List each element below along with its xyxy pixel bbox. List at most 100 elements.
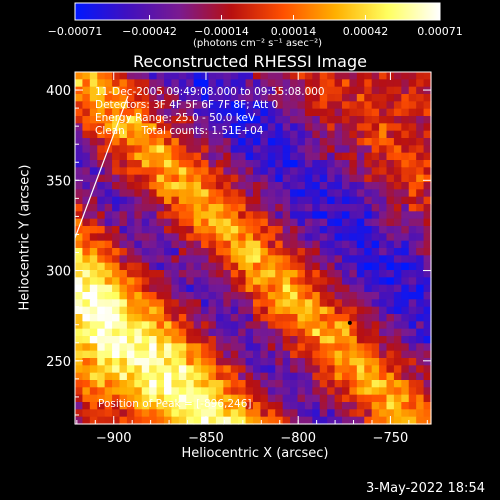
heatmap-cell [401, 218, 410, 227]
heatmap-cell [245, 416, 254, 425]
heatmap-cell [230, 248, 239, 256]
heatmap-cell [379, 343, 388, 352]
heatmap-cell [253, 101, 262, 110]
heatmap-cell [364, 211, 373, 220]
heatmap-cell [371, 116, 380, 124]
heatmap-cell [423, 86, 432, 95]
heatmap-cell [342, 314, 351, 322]
heatmap-cell [178, 387, 187, 396]
heatmap-cell [141, 292, 150, 300]
heatmap-cell [319, 174, 328, 183]
y-tick-label: 350 [46, 174, 71, 189]
heatmap-cell [290, 284, 299, 293]
heatmap-cell [193, 211, 202, 220]
heatmap-cell [342, 218, 351, 227]
heatmap-cell [104, 226, 113, 234]
heatmap-cell [208, 94, 217, 102]
heatmap-cell [416, 138, 425, 146]
heatmap-cell [282, 160, 291, 168]
heatmap-cell [334, 138, 343, 146]
heatmap-cell [267, 130, 276, 139]
heatmap-cell [230, 211, 239, 220]
heatmap-cell [327, 365, 336, 374]
heatmap-cell [393, 343, 402, 352]
heatmap-cell [215, 233, 224, 242]
heatmap-cell [119, 255, 128, 264]
heatmap-cell [112, 72, 121, 80]
heatmap-cell [134, 86, 143, 95]
heatmap-cell [408, 343, 417, 352]
heatmap-cell [119, 79, 128, 88]
heatmap-cell [215, 372, 224, 381]
heatmap-cell [349, 108, 358, 117]
heatmap-cell [342, 233, 351, 242]
heatmap-cell [282, 123, 291, 132]
heatmap-cell [126, 358, 135, 366]
heatmap-cell [215, 130, 224, 139]
heatmap-cell [356, 240, 365, 249]
heatmap-cell [186, 314, 195, 322]
heatmap-cell [267, 306, 276, 315]
heatmap-cell [297, 343, 306, 352]
heatmap-cell [393, 328, 402, 337]
heatmap-cell [126, 218, 135, 227]
heatmap-cell [267, 387, 276, 396]
heatmap-cell [267, 218, 276, 227]
heatmap-cell [371, 380, 380, 388]
heatmap-cell [97, 336, 106, 344]
heatmap-cell [379, 108, 388, 117]
heatmap-cell [401, 387, 410, 396]
heatmap-cell [319, 350, 328, 359]
heatmap-cell [319, 277, 328, 286]
heatmap-cell [149, 350, 158, 359]
heatmap-cell [386, 394, 395, 403]
heatmap-cell [297, 196, 306, 205]
heatmap-cell [393, 101, 402, 110]
heatmap-cell [156, 101, 165, 110]
heatmap-cell [141, 270, 150, 278]
heatmap-cell [193, 196, 202, 205]
heatmap-cell [89, 167, 98, 176]
heatmap-cell [215, 226, 224, 234]
y-axis-label: Heliocentric Y (arcsec) [17, 164, 33, 311]
heatmap-cell [371, 336, 380, 344]
heatmap-cell [304, 72, 313, 80]
heatmap-cell [230, 138, 239, 146]
chart-title: Reconstructed RHESSI Image [133, 52, 367, 71]
heatmap-cell [208, 182, 217, 190]
heatmap-cell [393, 358, 402, 366]
heatmap-cell [141, 394, 150, 403]
heatmap-cell [304, 233, 313, 242]
heatmap-cell [104, 394, 113, 403]
heatmap-cell [253, 328, 262, 337]
heatmap-cell [245, 226, 254, 234]
heatmap-cell [371, 270, 380, 278]
heatmap-cell [282, 299, 291, 308]
heatmap-cell [379, 402, 388, 410]
heatmap-cell [104, 138, 113, 146]
heatmap-cell [282, 314, 291, 322]
heatmap-cell [297, 328, 306, 337]
heatmap-cell [141, 138, 150, 146]
heatmap-cell [297, 72, 306, 80]
heatmap-cell [379, 358, 388, 366]
heatmap-cell [393, 189, 402, 198]
heatmap-cell [178, 255, 187, 264]
heatmap-cell [275, 255, 284, 264]
heatmap-cell [208, 365, 217, 374]
heatmap-cell [89, 86, 98, 95]
heatmap-cell [97, 328, 106, 337]
heatmap-cell [304, 299, 313, 308]
heatmap-cell [223, 79, 232, 88]
heatmap-cell [156, 306, 165, 315]
heatmap-cell [104, 358, 113, 366]
heatmap-cell [356, 123, 365, 132]
heatmap-cell [334, 218, 343, 227]
heatmap-cell [401, 292, 410, 300]
heatmap-cell [356, 336, 365, 344]
heatmap-cell [393, 248, 402, 256]
heatmap-cell [356, 248, 365, 256]
heatmap-cell [267, 108, 276, 117]
heatmap-cell [260, 350, 269, 359]
heatmap-cell [253, 292, 262, 300]
